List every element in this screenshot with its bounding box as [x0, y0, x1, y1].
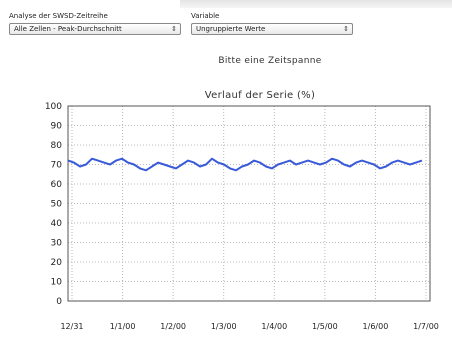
- chart-title: Verlauf der Serie (%): [204, 90, 316, 101]
- window-top-strip: [180, 0, 452, 8]
- y-tick-label: 10: [51, 278, 63, 288]
- y-tick-label: 70: [51, 161, 63, 171]
- chevron-updown-icon: ⇕: [171, 25, 177, 33]
- y-tick-label: 20: [51, 258, 63, 268]
- series-line: [67, 157, 423, 172]
- analysis-select[interactable]: Alle Zellen - Peak-Durchschnitt ⇕: [9, 23, 181, 35]
- x-tick-label: 1/3/00: [211, 322, 237, 331]
- y-tick-label: 90: [51, 122, 63, 132]
- y-tick-label: 100: [45, 102, 62, 112]
- chart-subtitle: Bitte eine Zeitspanne: [218, 56, 322, 66]
- x-tick-label: 1/7/00: [413, 322, 439, 331]
- y-tick-label: 40: [51, 219, 63, 229]
- plot-frame: [67, 105, 431, 302]
- x-tick-label: 1/6/00: [363, 322, 389, 331]
- x-tick-label: 12/31: [60, 322, 83, 331]
- y-axis-ticks: 0 10 20 30 40 50 60 70 80 90 100: [45, 102, 62, 307]
- x-tick-label: 1/2/00: [160, 322, 186, 331]
- x-tick-label: 1/4/00: [261, 322, 287, 331]
- variable-select[interactable]: Ungruppierte Werte ⇕: [191, 23, 353, 35]
- y-tick-label: 60: [51, 180, 63, 190]
- x-axis-ticks: 12/31 1/1/00 1/2/00 1/3/00 1/4/00 1/5/00 1/6/0…: [60, 322, 438, 331]
- y-tick-label: 80: [51, 141, 63, 151]
- chart-grid: [68, 105, 430, 302]
- y-tick-label: 30: [51, 239, 63, 249]
- variable-select-value: Ungruppierte Werte: [196, 25, 266, 33]
- chart-axes: [67, 105, 431, 302]
- x-tick-label: 1/5/00: [312, 322, 338, 331]
- y-tick-label: 0: [56, 297, 62, 307]
- chevron-updown-icon: ⇕: [343, 25, 349, 33]
- y-tick-label: 50: [51, 200, 63, 210]
- variable-label: Variable: [191, 12, 220, 20]
- chart-series: [67, 157, 423, 172]
- x-tick-label: 1/1/00: [110, 322, 136, 331]
- analysis-select-value: Alle Zellen - Peak-Durchschnitt: [14, 25, 122, 33]
- analysis-label: Analyse der SWSD-Zeitreihe: [9, 12, 108, 20]
